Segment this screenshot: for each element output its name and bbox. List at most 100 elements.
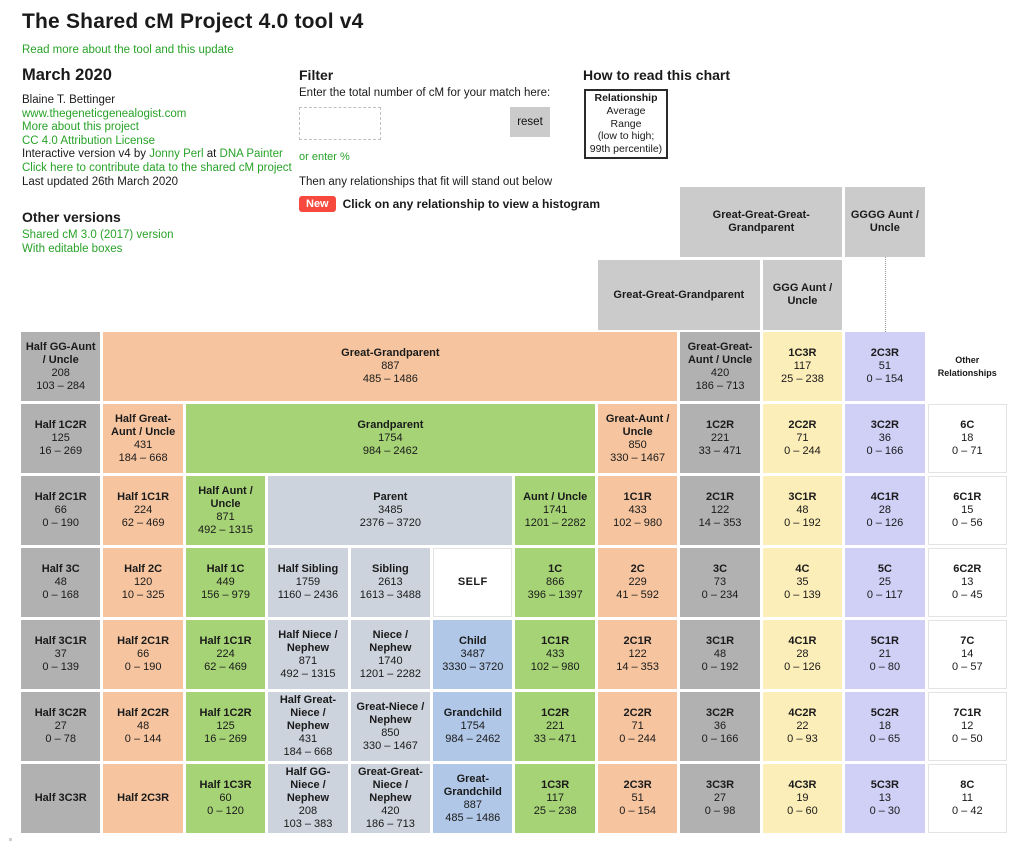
- relationship-cell-grandchild[interactable]: Grandchild 1754 984 – 2462: [433, 692, 513, 761]
- ancestor-box-great-great-great-grandparent[interactable]: Great-Great-Great-Grandparent: [680, 187, 843, 257]
- ancestor-box-great-great-grandparent[interactable]: Great-Great-Grandparent: [597, 260, 760, 330]
- relationship-cell-half-3c2r[interactable]: Half 3C2R 27 0 – 78: [21, 692, 101, 761]
- relationship-cell-4c1r[interactable]: 4C1R 28 0 – 126: [762, 620, 843, 689]
- relationship-cell-6c1r[interactable]: 6C1R 15 0 – 56: [927, 476, 1007, 545]
- relationship-cell-half-1c1r[interactable]: Half 1C1R 224 62 – 469: [103, 476, 183, 545]
- read-more-link[interactable]: Read more about the tool and this update: [22, 44, 234, 56]
- relationship-cell-2c2r[interactable]: 2C2R 71 0 – 244: [597, 692, 678, 761]
- histogram-note-row: New Click on any relationship to view a …: [299, 196, 600, 212]
- relationship-cell-5c3r[interactable]: 5C3R 13 0 – 30: [845, 764, 925, 833]
- legend-line-relationship: Relationship: [594, 92, 658, 104]
- relationship-cell-6c[interactable]: 6C 18 0 – 71: [927, 404, 1007, 473]
- legend-heading: How to read this chart: [583, 67, 731, 83]
- relationship-cell-half-great-niece-nephew[interactable]: Half Great-Niece / Nephew 431 184 – 668: [268, 692, 348, 761]
- license-link[interactable]: CC 4.0 Attribution License: [22, 134, 155, 147]
- relationship-cell-grandparent[interactable]: Grandparent 1754 984 – 2462: [185, 404, 595, 473]
- relationship-cell-5c1r[interactable]: 5C1R 21 0 – 80: [845, 620, 925, 689]
- relationship-cell-3c2r[interactable]: 3C2R 36 0 – 166: [845, 404, 925, 473]
- relationship-cell-1c2r[interactable]: 1C2R 221 33 – 471: [515, 692, 595, 761]
- relationship-cell-half-gg-aunt-uncle[interactable]: Half GG-Aunt / Uncle 208 103 – 284: [21, 332, 101, 401]
- relationship-cell-half-3c1r[interactable]: Half 3C1R 37 0 – 139: [21, 620, 101, 689]
- interactive-prefix: Interactive version v4 by: [22, 148, 150, 161]
- relationship-cell-half-3c[interactable]: Half 3C 48 0 – 168: [21, 548, 101, 617]
- relationship-cell-3c1r[interactable]: 3C1R 48 0 – 192: [680, 620, 760, 689]
- relationship-cell-2c1r[interactable]: 2C1R 122 14 – 353: [597, 620, 678, 689]
- relationship-cell-great-niece-nephew[interactable]: Great-Niece / Nephew 850 330 – 1467: [350, 692, 431, 761]
- relationship-cell-1c3r[interactable]: 1C3R 117 25 – 238: [515, 764, 595, 833]
- relationship-cell-1c1r[interactable]: 1C1R 433 102 – 980: [597, 476, 678, 545]
- shared-cm-3-link[interactable]: Shared cM 3.0 (2017) version: [22, 229, 174, 241]
- relationship-cell-niece-nephew[interactable]: Niece / Nephew 1740 1201 – 2282: [350, 620, 431, 689]
- relationship-cell-great-grandparent[interactable]: Great-Grandparent 887 485 – 1486: [103, 332, 678, 401]
- ancestor-box-ggg-aunt-uncle[interactable]: GGG Aunt / Uncle: [762, 260, 843, 330]
- relationship-cell-4c1r[interactable]: 4C1R 28 0 – 126: [845, 476, 925, 545]
- relationship-cell-half-1c[interactable]: Half 1C 449 156 – 979: [185, 548, 266, 617]
- relationship-cell-4c2r[interactable]: 4C2R 22 0 – 93: [762, 692, 843, 761]
- fit-text: Then any relationships that fit will sta…: [299, 176, 553, 188]
- website-link[interactable]: www.thegeneticgenealogist.com: [22, 107, 187, 120]
- relationship-cell-half-2c3r[interactable]: Half 2C3R: [103, 764, 183, 833]
- relationship-cell-half-sibling[interactable]: Half Sibling 1759 1160 – 2436: [268, 548, 348, 617]
- relationship-cell-1c3r[interactable]: 1C3R 117 25 – 238: [762, 332, 843, 401]
- relationship-cell-aunt-uncle[interactable]: Aunt / Uncle 1741 1201 – 2282: [515, 476, 595, 545]
- relationship-cell-2c1r[interactable]: 2C1R 122 14 – 353: [680, 476, 760, 545]
- relationship-cell-5c[interactable]: 5C 25 0 – 117: [845, 548, 925, 617]
- editable-boxes-link[interactable]: With editable boxes: [22, 242, 123, 255]
- relationship-cell-parent[interactable]: Parent 3485 2376 – 3720: [268, 476, 513, 545]
- relationship-cell-5c2r[interactable]: 5C2R 18 0 – 65: [845, 692, 925, 761]
- relationship-cell-half-2c[interactable]: Half 2C 120 10 – 325: [103, 548, 183, 617]
- reset-button[interactable]: reset: [510, 107, 550, 137]
- legend-line-range: Range: [610, 117, 642, 130]
- relationship-cell-4c3r[interactable]: 4C3R 19 0 – 60: [762, 764, 843, 833]
- relationship-cell-half-1c2r[interactable]: Half 1C2R 125 16 – 269: [21, 404, 101, 473]
- relationship-cell-1c2r[interactable]: 1C2R 221 33 – 471: [680, 404, 760, 473]
- legend-line-low-high: (low to high;: [597, 130, 655, 143]
- other-versions-links: Shared cM 3.0 (2017) version With editab…: [22, 229, 174, 256]
- relationship-cell-1c[interactable]: 1C 866 396 – 1397: [515, 548, 595, 617]
- relationship-cell-3c[interactable]: 3C 73 0 – 234: [680, 548, 760, 617]
- enter-percent-link[interactable]: or enter %: [299, 151, 350, 163]
- relationship-cell-2c3r[interactable]: 2C3R 51 0 – 154: [845, 332, 925, 401]
- relationship-cell-great-great-niece-nephew[interactable]: Great-Great-Niece / Nephew 420 186 – 713: [350, 764, 431, 833]
- cm-input[interactable]: [299, 107, 381, 140]
- relationship-cell-3c1r[interactable]: 3C1R 48 0 – 192: [762, 476, 843, 545]
- relationship-cell-half-1c3r[interactable]: Half 1C3R 60 0 – 120: [185, 764, 266, 833]
- relationship-cell-2c3r[interactable]: 2C3R 51 0 – 154: [597, 764, 678, 833]
- legend-line-percentile: 99th percentile): [589, 143, 663, 156]
- relationship-cell-half-3c3r[interactable]: Half 3C3R: [21, 764, 101, 833]
- relationship-cell-6c2r[interactable]: 6C2R 13 0 – 45: [927, 548, 1007, 617]
- relationship-cell-half-1c2r[interactable]: Half 1C2R 125 16 – 269: [185, 692, 266, 761]
- relationship-cell-half-2c1r[interactable]: Half 2C1R 66 0 – 190: [21, 476, 101, 545]
- relationship-cell-child[interactable]: Child 3487 3330 – 3720: [433, 620, 513, 689]
- relationship-cell-2c[interactable]: 2C 229 41 – 592: [597, 548, 678, 617]
- last-updated: Last updated 26th March 2020: [22, 175, 179, 188]
- relationship-cell-8c[interactable]: 8C 11 0 – 42: [927, 764, 1007, 833]
- relationship-cell-half-aunt-uncle[interactable]: Half Aunt / Uncle 871 492 – 1315: [185, 476, 266, 545]
- relationship-cell-half-gg-niece-nephew[interactable]: Half GG-Niece / Nephew 208 103 – 383: [268, 764, 348, 833]
- jonny-perl-link[interactable]: Jonny Perl: [149, 148, 204, 161]
- relationship-cell-half-1c1r[interactable]: Half 1C1R 224 62 – 469: [185, 620, 266, 689]
- relationship-cell-half-great-aunt-uncle[interactable]: Half Great-Aunt / Uncle 431 184 – 668: [103, 404, 183, 473]
- other-versions-heading: Other versions: [22, 209, 121, 225]
- dna-painter-link[interactable]: DNA Painter: [219, 148, 283, 161]
- relationship-cell-great-great-aunt-uncle[interactable]: Great-Great-Aunt / Uncle 420 186 – 713: [680, 332, 760, 401]
- relationship-cell-half-2c2r[interactable]: Half 2C2R 48 0 – 144: [103, 692, 183, 761]
- relationship-cell-7c1r[interactable]: 7C1R 12 0 – 50: [927, 692, 1007, 761]
- relationship-cell-1c1r[interactable]: 1C1R 433 102 – 980: [515, 620, 595, 689]
- relationship-cell-half-niece-nephew[interactable]: Half Niece / Nephew 871 492 – 1315: [268, 620, 348, 689]
- ancestor-box-gggg-aunt-uncle[interactable]: GGGG Aunt / Uncle: [845, 187, 925, 257]
- histogram-note: Click on any relationship to view a hist…: [342, 197, 601, 211]
- relationship-cell-4c[interactable]: 4C 35 0 – 139: [762, 548, 843, 617]
- page-title: The Shared cM Project 4.0 tool v4: [22, 10, 364, 33]
- relationship-cell-3c3r[interactable]: 3C3R 27 0 – 98: [680, 764, 760, 833]
- about-project-link[interactable]: More about this project: [22, 121, 139, 134]
- relationship-cell-sibling[interactable]: Sibling 2613 1613 – 3488: [350, 548, 431, 617]
- relationship-cell-2c2r[interactable]: 2C2R 71 0 – 244: [762, 404, 843, 473]
- relationship-cell-great-grandchild[interactable]: Great-Grandchild 887 485 – 1486: [433, 764, 513, 833]
- contribute-link[interactable]: Click here to contribute data to the sha…: [22, 161, 292, 174]
- relationship-cell-great-aunt-uncle[interactable]: Great-Aunt / Uncle 850 330 – 1467: [597, 404, 678, 473]
- relationship-cell-7c[interactable]: 7C 14 0 – 57: [927, 620, 1007, 689]
- relationship-cell-3c2r[interactable]: 3C2R 36 0 – 166: [680, 692, 760, 761]
- relationship-cell-half-2c1r[interactable]: Half 2C1R 66 0 – 190: [103, 620, 183, 689]
